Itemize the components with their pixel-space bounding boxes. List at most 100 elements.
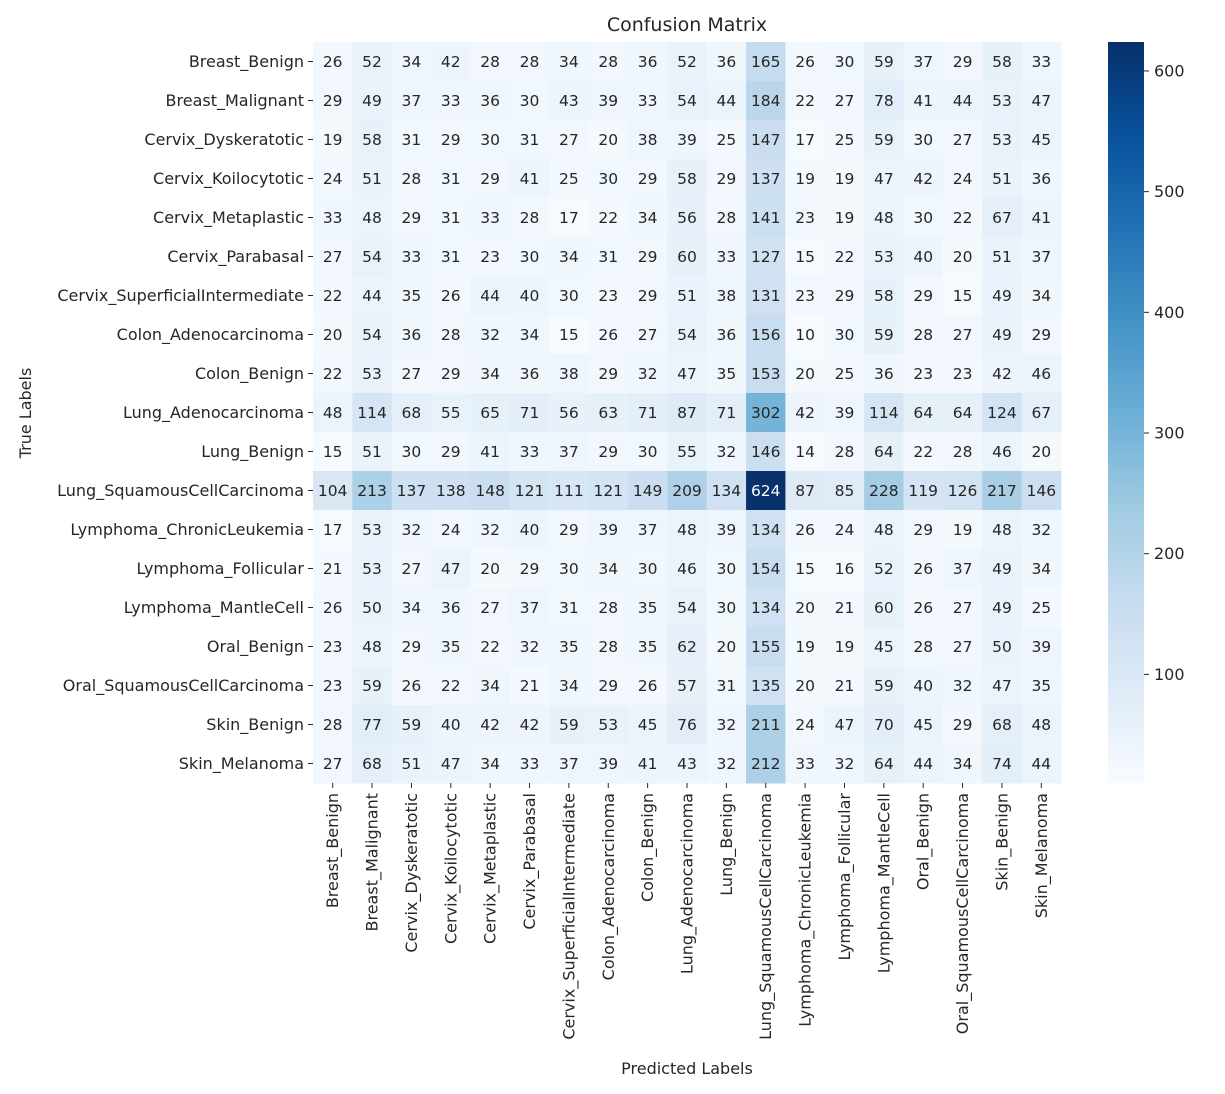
cell-value: 41 xyxy=(638,755,658,773)
cell-value: 19 xyxy=(835,638,855,656)
cell-value: 29 xyxy=(559,521,579,539)
cell-value: 42 xyxy=(441,53,461,71)
cell-value: 29 xyxy=(638,170,658,188)
colorbar-ticks: 100 200 300 400 500 600 xyxy=(1144,61,1185,684)
heatmap-cell xyxy=(1021,705,1062,745)
cell-value: 64 xyxy=(953,404,973,422)
heatmap-cell xyxy=(313,159,353,199)
cell-value: 29 xyxy=(598,365,618,383)
cell-value: 28 xyxy=(598,638,618,656)
cell-value: 28 xyxy=(913,326,933,344)
heatmap-cell xyxy=(431,705,471,745)
heatmap-cell xyxy=(785,198,826,238)
y-tick-label: Oral_SquamousCellCarcinoma xyxy=(63,676,304,696)
cell-value: 27 xyxy=(953,599,973,617)
heatmap-cell xyxy=(824,744,865,784)
heatmap-cell xyxy=(431,666,471,706)
heatmap-cell xyxy=(470,432,511,472)
cell-value: 29 xyxy=(402,209,422,227)
cell-value: 45 xyxy=(1031,131,1051,149)
cell-value: 45 xyxy=(913,716,933,734)
cell-value: 51 xyxy=(362,170,382,188)
heatmap-cell xyxy=(1021,627,1062,667)
heatmap-cell xyxy=(313,627,353,667)
heatmap-cell xyxy=(470,666,511,706)
heatmap-cell xyxy=(352,393,393,433)
cell-value: 54 xyxy=(362,248,382,266)
cell-value: 30 xyxy=(402,443,422,461)
heatmap-cell xyxy=(588,666,629,706)
cell-value: 32 xyxy=(717,755,737,773)
heatmap-cell xyxy=(785,549,826,589)
heatmap-cell xyxy=(864,549,905,589)
cell-value: 59 xyxy=(559,716,579,734)
cell-value: 52 xyxy=(874,560,894,578)
heatmap-cell xyxy=(982,198,1023,238)
heatmap-cell xyxy=(746,510,786,550)
heatmap-cell xyxy=(391,354,432,394)
cell-value: 154 xyxy=(751,560,781,578)
heatmap-cell xyxy=(313,354,353,394)
heatmap-cell xyxy=(588,471,629,511)
heatmap-cell xyxy=(864,81,905,121)
heatmap-cell xyxy=(785,510,826,550)
colorbar xyxy=(1108,42,1144,783)
cell-value: 137 xyxy=(751,170,781,188)
cell-value: 57 xyxy=(677,677,697,695)
heatmap-cell xyxy=(588,588,629,628)
cell-value: 54 xyxy=(677,326,697,344)
cell-value: 49 xyxy=(992,599,1012,617)
cell-value: 41 xyxy=(913,92,933,110)
heatmap-cell xyxy=(942,354,983,394)
heatmap-cell xyxy=(706,315,747,355)
heatmap-cell xyxy=(470,393,511,433)
cell-value: 34 xyxy=(480,365,500,383)
cell-value: 19 xyxy=(323,131,343,149)
heatmap-cell xyxy=(313,81,353,121)
cell-value: 127 xyxy=(751,248,781,266)
heatmap-cell xyxy=(509,315,550,355)
heatmap-cell xyxy=(785,471,826,511)
cell-value: 32 xyxy=(717,716,737,734)
cell-value: 29 xyxy=(717,170,737,188)
cell-value: 26 xyxy=(323,599,343,617)
cell-value: 43 xyxy=(677,755,697,773)
cell-value: 155 xyxy=(751,638,781,656)
cell-value: 59 xyxy=(362,677,382,695)
heatmap-cell xyxy=(667,471,708,511)
cell-value: 32 xyxy=(480,326,500,344)
cell-value: 32 xyxy=(480,521,500,539)
heatmap-cell xyxy=(667,588,708,628)
heatmap-cell xyxy=(588,315,629,355)
cell-value: 71 xyxy=(717,404,737,422)
heatmap-cell xyxy=(746,666,786,706)
cell-value: 148 xyxy=(475,482,505,500)
heatmap-cell xyxy=(824,705,865,745)
heatmap-cell xyxy=(746,705,786,745)
cell-value: 65 xyxy=(480,404,500,422)
x-tick-label: Lung_Benign xyxy=(717,793,737,896)
cell-value: 43 xyxy=(559,92,579,110)
cell-value: 46 xyxy=(992,443,1012,461)
cell-value: 49 xyxy=(992,560,1012,578)
heatmap-cell xyxy=(627,42,668,82)
cell-value: 15 xyxy=(795,560,815,578)
cell-value: 21 xyxy=(835,599,855,617)
cell-value: 27 xyxy=(480,599,500,617)
cell-value: 36 xyxy=(520,365,540,383)
cell-value: 48 xyxy=(677,521,697,539)
cell-value: 23 xyxy=(598,287,618,305)
cell-value: 34 xyxy=(953,755,973,773)
heatmap-cell xyxy=(903,666,944,706)
heatmap-cell xyxy=(588,393,629,433)
cell-value: 36 xyxy=(1031,170,1051,188)
cell-value: 49 xyxy=(992,326,1012,344)
cell-value: 48 xyxy=(874,521,894,539)
cell-value: 29 xyxy=(598,443,618,461)
heatmap-cell xyxy=(903,198,944,238)
cell-value: 30 xyxy=(520,248,540,266)
heatmap-cell xyxy=(352,432,393,472)
heatmap-cell xyxy=(509,432,550,472)
heatmap-cell xyxy=(746,276,786,316)
cell-value: 37 xyxy=(1031,248,1051,266)
